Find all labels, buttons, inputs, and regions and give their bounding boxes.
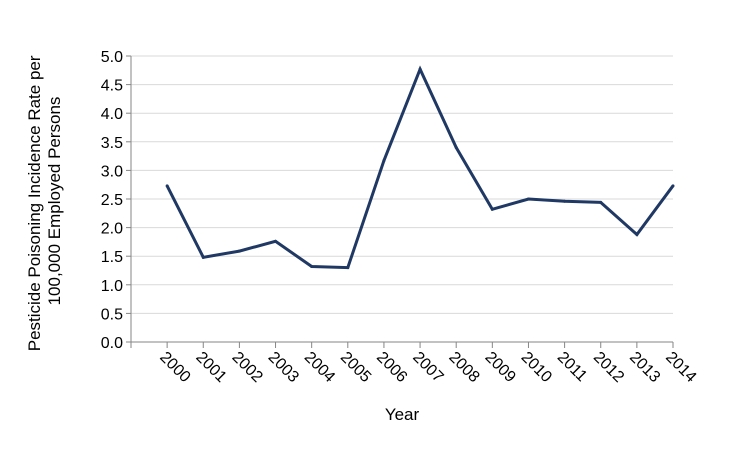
y-tick-label: 0.5 <box>101 306 123 323</box>
y-tick-label: 1.0 <box>101 278 123 295</box>
x-tick-label: 2009 <box>482 349 519 386</box>
x-tick-label: 2006 <box>373 349 410 386</box>
x-tick-label: 2012 <box>590 349 627 386</box>
data-point <box>418 67 422 71</box>
series-line <box>165 65 675 270</box>
data-point <box>454 146 458 150</box>
data-point <box>490 207 494 211</box>
y-tick-label: 4.0 <box>101 106 123 123</box>
y-tick-label: 2.0 <box>101 221 123 238</box>
x-tick-label: 2010 <box>518 349 555 386</box>
y-tick-labels: 0.0 0.5 1.0 1.5 2.0 2.5 3.0 3.5 4.0 4.5 5.0 <box>101 49 123 352</box>
data-point <box>671 184 675 188</box>
x-tick-label: 2005 <box>337 349 374 386</box>
x-tick-label: 2000 <box>156 349 193 386</box>
y-tick-label: 2.5 <box>101 192 123 209</box>
x-axis-title: Year <box>385 405 420 424</box>
x-tick-label: 2001 <box>192 349 229 386</box>
data-point <box>563 199 567 203</box>
data-point <box>165 184 169 188</box>
x-tick-label: 2007 <box>409 349 446 386</box>
y-tick-label: 3.5 <box>101 135 123 152</box>
data-point <box>382 159 386 163</box>
y-tick-label: 3.0 <box>101 163 123 180</box>
y-tick-label: 5.0 <box>101 49 123 66</box>
y-axis-title-line-2: 100,000 Employed Persons <box>45 97 64 306</box>
x-tick-label: 2003 <box>265 349 302 386</box>
x-tick-label: 2011 <box>554 349 590 385</box>
y-axis-title: Pesticide Poisoning Incidence Rate per 1… <box>25 51 64 352</box>
x-tick-label: 2004 <box>301 349 338 386</box>
data-point <box>526 197 530 201</box>
data-point <box>310 264 314 268</box>
x-tick-label: 2008 <box>445 349 482 386</box>
y-tick-label: 0.0 <box>101 335 123 352</box>
data-point <box>274 239 278 243</box>
data-point <box>599 200 603 204</box>
data-point <box>237 249 241 253</box>
y-tick-label: 1.5 <box>101 249 123 266</box>
x-tick-label: 2013 <box>626 349 663 386</box>
data-point <box>635 232 639 236</box>
data-point <box>346 266 350 270</box>
x-tick-label: 2002 <box>229 349 266 386</box>
gridlines <box>131 55 673 314</box>
y-axis-title-line-1: Pesticide Poisoning Incidence Rate per <box>25 55 44 351</box>
series-layer <box>165 65 675 270</box>
x-tick-label: 2014 <box>662 349 699 386</box>
data-point <box>201 255 205 259</box>
axes <box>126 55 674 348</box>
y-tick-label: 4.5 <box>101 78 123 95</box>
x-tick-labels: 2000200120022003200420052006200720082009… <box>156 349 699 386</box>
